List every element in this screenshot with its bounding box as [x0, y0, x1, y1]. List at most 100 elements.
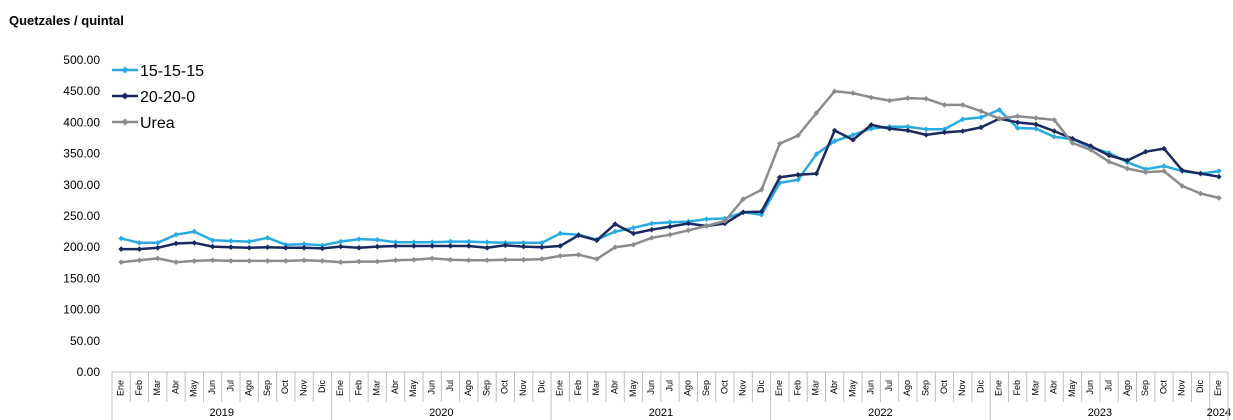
- data-point: [209, 257, 216, 264]
- data-point: [959, 102, 966, 108]
- y-tick-label: 100.00: [63, 303, 100, 317]
- data-point: [484, 239, 490, 246]
- x-tick-label: Jul: [884, 380, 894, 392]
- data-point: [1069, 135, 1076, 142]
- x-tick-label: Mar: [811, 380, 821, 396]
- x-tick-label: Sep: [481, 380, 491, 396]
- data-point: [264, 258, 271, 264]
- data-point: [520, 243, 527, 250]
- x-tick-label: Ago: [463, 380, 473, 396]
- data-point: [831, 88, 838, 94]
- legend: 15-15-15 20-20-0 Urea: [112, 63, 204, 132]
- y-tick-label: 300.00: [63, 178, 100, 192]
- data-point: [1216, 168, 1222, 174]
- data-point: [1014, 119, 1021, 126]
- y-tick-label: 250.00: [63, 209, 100, 223]
- data-point: [356, 258, 362, 265]
- data-point: [923, 132, 929, 138]
- data-point: [539, 244, 545, 250]
- data-point: [996, 115, 1003, 122]
- x-tick-label: Sep: [701, 380, 711, 396]
- data-point: [447, 256, 454, 263]
- data-point: [703, 223, 710, 229]
- year-label: 2024: [1207, 407, 1231, 419]
- data-point: [886, 125, 893, 132]
- legend-marker: [121, 118, 129, 126]
- x-tick-label: Feb: [1012, 380, 1022, 396]
- data-point: [136, 246, 143, 252]
- data-point: [831, 127, 838, 134]
- x-tick-label: Jun: [646, 380, 656, 395]
- data-point: [539, 256, 545, 262]
- data-point: [337, 243, 344, 250]
- data-point: [319, 242, 326, 249]
- data-point: [465, 238, 472, 245]
- data-point: [905, 123, 911, 130]
- data-point: [575, 232, 582, 239]
- data-point: [1142, 166, 1149, 172]
- data-point: [465, 257, 472, 264]
- data-point: [502, 242, 509, 249]
- data-point: [429, 255, 435, 262]
- year-label: 2022: [868, 407, 892, 419]
- y-tick-label: 150.00: [63, 271, 100, 285]
- y-tick-label: 200.00: [63, 240, 100, 254]
- x-tick-label: Jun: [1085, 380, 1095, 395]
- data-point: [1161, 168, 1167, 174]
- data-point: [722, 218, 728, 224]
- data-point: [319, 245, 326, 252]
- x-tick-label: Ene: [774, 380, 784, 396]
- data-point: [758, 211, 765, 218]
- x-tick-label: Jun: [207, 380, 217, 395]
- data-point: [850, 137, 856, 143]
- data-point: [447, 238, 454, 245]
- data-point: [520, 240, 527, 246]
- data-point: [831, 138, 838, 144]
- data-point: [1087, 147, 1094, 153]
- data-point: [228, 238, 234, 244]
- x-tick-label: Oct: [939, 380, 949, 395]
- data-point: [411, 239, 417, 246]
- data-point: [1051, 133, 1057, 140]
- data-point: [868, 122, 875, 128]
- x-tick-label: Nov: [1177, 380, 1187, 397]
- data-point: [264, 244, 271, 250]
- data-point: [594, 256, 600, 262]
- data-point: [374, 243, 381, 250]
- data-point: [630, 241, 637, 248]
- data-point: [776, 174, 783, 181]
- data-point: [1161, 145, 1167, 152]
- x-tick-label: Sep: [921, 380, 931, 396]
- x-tick-label: Jul: [1103, 380, 1113, 392]
- x-tick-label: Dic: [975, 380, 985, 393]
- data-point: [1033, 121, 1039, 128]
- x-tick-label: Mar: [152, 380, 162, 396]
- x-tick-label: Ago: [902, 380, 912, 396]
- data-point: [411, 243, 417, 249]
- data-point: [118, 235, 124, 242]
- data-point: [173, 259, 179, 265]
- data-point: [429, 239, 435, 246]
- x-tick-label: Ene: [335, 380, 345, 396]
- data-point: [356, 236, 362, 242]
- data-point: [1033, 115, 1039, 121]
- x-tick-label: Nov: [298, 380, 308, 397]
- x-tick-label: Ago: [1122, 380, 1132, 396]
- x-tick-label: Dic: [756, 380, 766, 393]
- x-tick-label: May: [1067, 380, 1077, 398]
- data-point: [923, 126, 929, 133]
- data-point: [612, 221, 618, 227]
- x-tick-label: Dic: [1195, 380, 1205, 393]
- x-tick-label: Abr: [390, 380, 400, 394]
- data-point: [411, 256, 417, 263]
- data-point: [465, 243, 472, 249]
- data-point: [502, 256, 509, 263]
- data-point: [539, 240, 545, 246]
- data-point: [228, 258, 234, 264]
- data-point: [429, 243, 435, 249]
- data-point: [1014, 113, 1021, 119]
- data-point: [813, 110, 820, 116]
- data-point: [630, 225, 637, 231]
- data-point: [374, 258, 381, 265]
